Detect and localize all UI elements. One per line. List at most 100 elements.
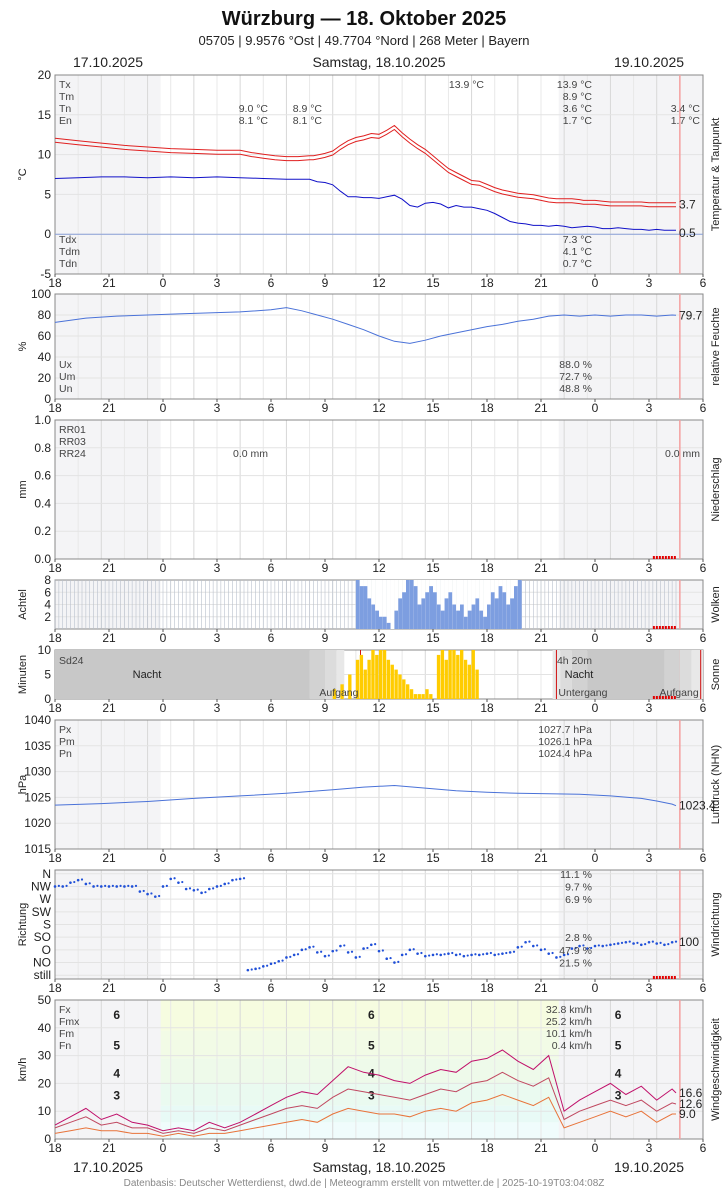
stat-value: 10.1 km/h [546,1028,592,1040]
x-tick-label: 6 [268,851,275,865]
y-tick-label: O [42,943,51,957]
wind-dir-point [69,881,72,884]
x-tick-label: 9 [322,1141,329,1155]
x-tick-label: 12 [372,561,386,575]
wind-dir-point [215,885,219,888]
temp-end-label: 3.7 [679,198,696,212]
wind-dir-point [639,943,643,947]
cloud-bar [363,586,368,629]
x-tick-label: 3 [646,561,653,575]
x-tick-label: 0 [592,401,599,415]
cloud-bar [440,610,445,629]
stat-value: 13.9 °C [449,79,485,91]
wind-dir-point [119,884,122,887]
cloud-bar [425,592,430,629]
cloud-bar [406,580,410,629]
twilight-block [325,650,337,699]
wind-dir-point [451,951,454,955]
stat-value: 8.1 °C [293,115,323,127]
stat-label: Tdm [59,246,80,258]
y-tick-label: 0 [44,392,51,406]
cloud-bar [413,586,418,629]
stat-label: RR01 [59,424,86,436]
stat-value: 2.8 % [565,932,592,944]
wind-dir-point [238,877,242,881]
cloud-bar [382,616,387,629]
sun-bar [379,650,383,699]
wind-dir-point [343,944,346,947]
wind-dir-point [99,885,103,888]
y-tick-label: 1030 [24,765,51,779]
dewpoint-line [54,176,676,231]
wind-dir-point [543,948,546,951]
cloud-bar [460,604,464,629]
wind-dir-point [531,944,535,948]
wind-dir-point [636,941,639,944]
wind-dir-point [659,941,662,944]
sun-bar [398,674,402,699]
panel-title: Niederschlag [710,457,722,521]
wind-dir-point [601,944,605,948]
x-tick-label: 0 [160,401,167,415]
x-tick-label: 21 [534,981,548,995]
y-tick-label: 20 [38,68,52,82]
cloud-bar [487,604,491,629]
x-tick-label: 0 [160,276,167,290]
x-tick-label: 6 [268,981,275,995]
sun-bar [460,650,464,699]
stat-label: Pn [59,748,72,760]
wind-dir-point [250,968,253,971]
wind-dir-point [559,955,562,958]
x-tick-label: 9 [322,851,329,865]
x-tick-label: 0 [160,701,167,715]
sun-bar [355,659,360,699]
humidity-end-label: 79.7 [679,308,703,322]
x-tick-label: 18 [48,1141,62,1155]
x-tick-label: 15 [426,631,440,645]
wind-dir-point [477,953,481,957]
sun-bar [390,664,394,699]
wind-dir-point [138,890,142,893]
sun-bar [394,669,398,699]
cloud-bar [452,604,457,629]
cloud-bg [382,580,387,629]
x-tick-label: 12 [372,851,386,865]
cloud-bar [498,586,503,629]
stat-value: 4.1 °C [563,246,593,258]
stat-value: 8.1 °C [239,115,269,127]
cloud-bar [398,598,403,629]
stat-value: 8.9 °C [563,91,593,103]
cloud-bar [394,610,399,629]
y-tick-label: 1020 [24,816,51,830]
wind-dir-point [420,951,423,955]
y-tick-label: 0 [44,1132,51,1146]
stat-value: 11.1 % [560,869,592,881]
x-tick-label: 9 [322,701,329,715]
x-tick-label: 3 [646,1141,653,1155]
sun-bar [371,650,375,699]
sun-bar [359,654,364,699]
stat-label: Tx [59,79,71,91]
panel-wind_speed: 0 10 20 30 40 50 18 21 0 3 6 9 12 15 18 21 0 3 6 km/h Windge… [17,993,722,1155]
wind-dir-point [300,948,304,952]
cloud-bg [394,580,399,629]
cloud-bg [390,580,395,629]
wind-dir-point [400,953,404,957]
x-tick-label: 15 [426,561,440,575]
x-tick-label: 0 [160,631,167,645]
beaufort-label: 5 [113,1038,120,1052]
wind-dir-point [188,887,192,890]
beaufort-label: 6 [368,1008,375,1022]
stat-label: Fn [59,1040,71,1052]
wind-dir-point [327,954,330,957]
stat-label: RR24 [59,448,86,460]
wind-dir-point [578,944,581,948]
wind-dir-point [219,884,222,887]
x-tick-label: 0 [592,701,599,715]
y-axis-label: km/h [17,1058,29,1082]
y-tick-label: 2 [44,610,51,624]
x-tick-label: 18 [48,631,62,645]
gust-end-label: 16.6 [679,1086,703,1100]
footer-date-right: 19.10.2025 [614,1159,684,1175]
wind-dir-point [223,882,227,886]
